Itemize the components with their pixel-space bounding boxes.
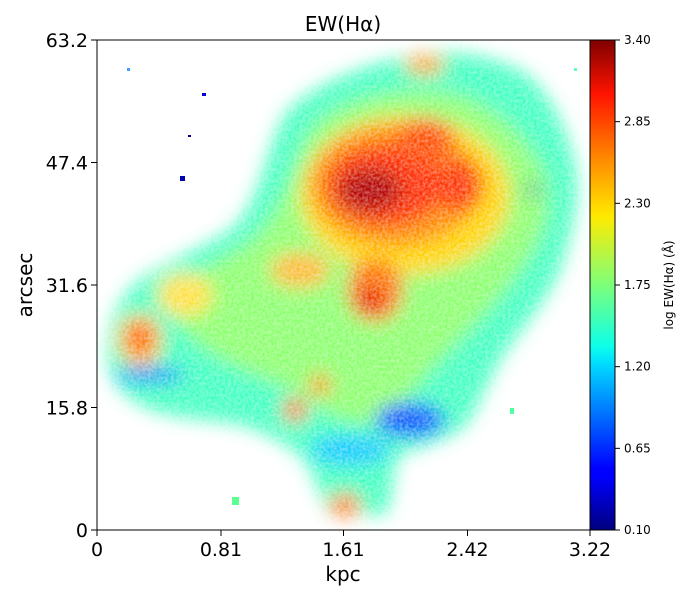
colorbar-tick-label: 1.75 (624, 278, 651, 292)
y-axis-label: arcsec (13, 253, 37, 318)
noise-pixel (232, 497, 239, 505)
noise-pixel (188, 135, 191, 137)
x-axis: 0 0.81 1.61 2.42 3.22 (91, 530, 611, 561)
colorbar-tick-label: 1.20 (624, 360, 651, 374)
x-tick-label: 2.42 (446, 539, 488, 561)
x-tick-label: 1.61 (322, 539, 364, 561)
noise-pixel (510, 408, 514, 414)
y-tick-label: 15.8 (46, 398, 88, 420)
speckle-overlay (97, 40, 590, 530)
noise-pixel (574, 68, 577, 71)
x-tick-label: 3.22 (569, 539, 611, 561)
noise-pixel (127, 68, 130, 71)
noise-pixel (202, 93, 206, 96)
colorbar-tick-label: 2.30 (624, 196, 651, 210)
plot-area (97, 40, 590, 530)
x-tick-label: 0.81 (200, 539, 242, 561)
x-tick-label: 0 (91, 539, 103, 561)
colorbar-tick-label: 0.65 (624, 441, 651, 455)
colorbar-label: log EW(Hα) (Å) (661, 240, 676, 329)
x-axis-label: kpc (325, 562, 360, 586)
colorbar (589, 39, 616, 531)
y-tick-label: 63.2 (46, 30, 88, 52)
chart-title: EW(Hα) (305, 12, 381, 36)
colorbar-tick-label: 2.85 (624, 115, 651, 129)
y-tick-label: 0 (76, 520, 88, 542)
y-tick-label: 47.4 (46, 153, 88, 175)
colorbar-ticks: 0.10 0.65 1.20 1.75 2.30 2.85 3.40 (615, 33, 651, 537)
colorbar-tick-label: 3.40 (624, 33, 651, 47)
colorbar-tick-label: 0.10 (624, 523, 651, 537)
y-tick-label: 31.6 (46, 275, 88, 297)
noise-pixel (180, 176, 185, 181)
y-axis: 0 15.8 31.6 47.4 63.2 (46, 30, 97, 542)
